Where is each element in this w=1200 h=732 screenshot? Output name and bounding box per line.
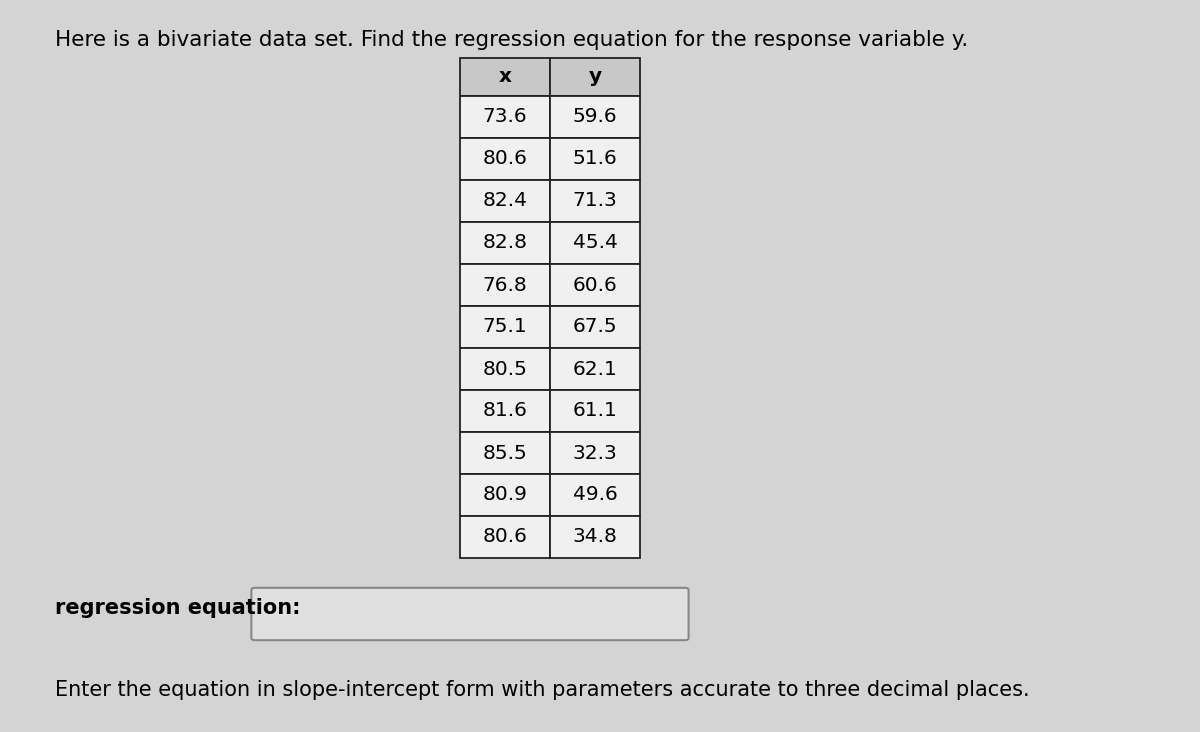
Text: 76.8: 76.8 <box>482 275 527 294</box>
Text: 45.4: 45.4 <box>572 234 618 253</box>
Text: 34.8: 34.8 <box>572 528 618 547</box>
Text: 51.6: 51.6 <box>572 149 617 168</box>
Bar <box>550 96 640 138</box>
Bar <box>460 516 550 558</box>
Text: 67.5: 67.5 <box>572 318 617 337</box>
Bar <box>550 58 640 96</box>
Bar <box>460 348 550 390</box>
Text: 81.6: 81.6 <box>482 401 528 420</box>
Bar <box>550 222 640 264</box>
Text: 62.1: 62.1 <box>572 359 618 378</box>
Text: 82.8: 82.8 <box>482 234 528 253</box>
Text: 60.6: 60.6 <box>572 275 617 294</box>
Text: y: y <box>588 67 601 86</box>
Text: 32.3: 32.3 <box>572 444 617 463</box>
Bar <box>460 474 550 516</box>
Text: 80.9: 80.9 <box>482 485 528 504</box>
Text: 80.6: 80.6 <box>482 149 528 168</box>
Text: x: x <box>498 67 511 86</box>
Bar <box>460 58 550 96</box>
Text: 82.4: 82.4 <box>482 192 528 211</box>
Bar <box>460 264 550 306</box>
Text: Enter the equation in slope-intercept form with parameters accurate to three dec: Enter the equation in slope-intercept fo… <box>55 680 1030 700</box>
Text: 73.6: 73.6 <box>482 108 527 127</box>
Text: Here is a bivariate data set. Find the regression equation for the response vari: Here is a bivariate data set. Find the r… <box>55 30 968 50</box>
Bar <box>550 264 640 306</box>
Bar <box>460 138 550 180</box>
Bar <box>460 180 550 222</box>
Bar <box>550 516 640 558</box>
Bar <box>550 474 640 516</box>
Bar <box>550 138 640 180</box>
Text: 61.1: 61.1 <box>572 401 618 420</box>
Bar <box>460 432 550 474</box>
Text: regression equation:: regression equation: <box>55 598 300 618</box>
FancyBboxPatch shape <box>252 588 689 640</box>
Text: 49.6: 49.6 <box>572 485 617 504</box>
Text: 71.3: 71.3 <box>572 192 617 211</box>
Bar <box>550 180 640 222</box>
Text: 80.5: 80.5 <box>482 359 528 378</box>
Text: 59.6: 59.6 <box>572 108 617 127</box>
Text: 85.5: 85.5 <box>482 444 527 463</box>
Bar <box>460 222 550 264</box>
Text: 80.6: 80.6 <box>482 528 528 547</box>
Bar <box>550 306 640 348</box>
Bar <box>550 390 640 432</box>
Text: 75.1: 75.1 <box>482 318 527 337</box>
Bar <box>460 306 550 348</box>
Bar <box>550 348 640 390</box>
Bar <box>460 96 550 138</box>
Bar <box>550 432 640 474</box>
Bar <box>460 390 550 432</box>
